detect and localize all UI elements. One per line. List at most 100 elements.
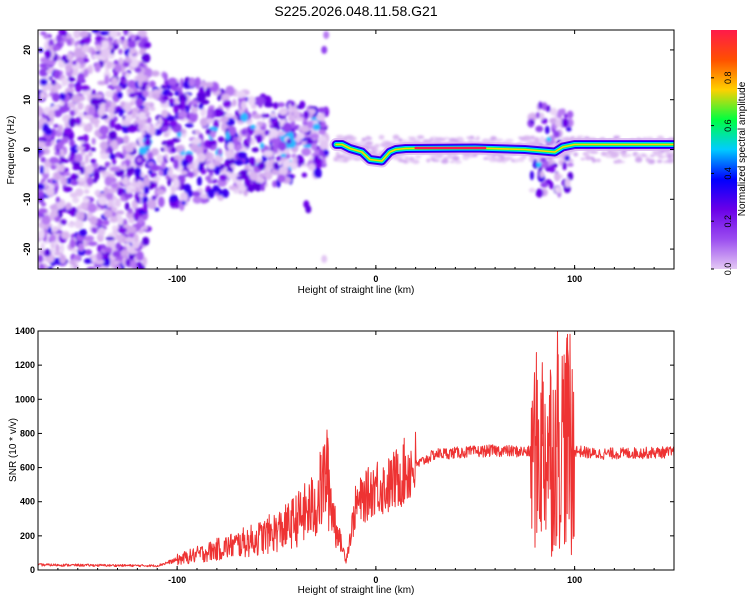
spectrogram-cell <box>490 136 497 141</box>
spectrogram-cell <box>431 159 440 162</box>
spectrogram-cell <box>260 142 265 150</box>
spectrogram-cell <box>640 153 646 157</box>
spectrogram-cell <box>143 134 152 139</box>
spectrogram-cell <box>50 79 57 86</box>
spectrogram-cell <box>149 80 156 88</box>
spectrogram-cell <box>225 150 234 160</box>
spectrogram-cell <box>129 47 137 55</box>
spectrogram-cell <box>260 125 267 131</box>
spectrogram-cell <box>249 157 256 168</box>
spectrogram-cell <box>44 248 51 257</box>
spectrogram-cell <box>142 225 148 231</box>
spectrogram-cell <box>297 158 305 166</box>
spectrogram-cell <box>610 152 620 158</box>
y-tick-label: -10 <box>22 193 32 206</box>
spectrogram-cell <box>42 167 50 174</box>
spectrogram-cell <box>69 175 77 180</box>
spectrogram-cell <box>255 134 263 144</box>
spectrogram-cell <box>51 92 60 103</box>
spectrogram-cell <box>112 195 117 201</box>
spectrogram-cell <box>168 97 175 104</box>
snr-x-label: Height of straight line (km) <box>298 585 415 596</box>
spectrogram-cell <box>535 188 544 198</box>
spectrogram-cell <box>416 135 425 140</box>
spectrogram-cell <box>40 201 47 207</box>
spectrogram-cell <box>124 202 130 211</box>
spectrogram-cell <box>97 244 102 253</box>
spectrogram-cell <box>192 191 201 197</box>
spectrogram-cell <box>361 137 367 142</box>
spectrogram-cell <box>299 100 306 109</box>
spectrogram-cell <box>118 111 123 117</box>
spectrogram-cell <box>41 215 51 225</box>
spectrogram-cell <box>187 171 195 178</box>
spectrogram-cell <box>667 153 672 159</box>
spectrogram-cell <box>290 100 296 107</box>
spectrogram-cell <box>449 160 455 163</box>
spectrogram-cell <box>77 72 85 83</box>
spectrogram-cell <box>78 228 88 237</box>
spectrogram-cell <box>97 227 106 237</box>
spectrogram-cell <box>181 200 187 206</box>
spectrogram-cell <box>131 109 137 119</box>
spectrogram-cell <box>123 78 128 84</box>
spectrogram-cell <box>258 172 266 179</box>
spectrogram-cell <box>483 157 489 160</box>
spectrogram-cell <box>97 80 107 86</box>
spectrogram-cell <box>206 188 215 199</box>
spectrogram-cell <box>320 120 326 129</box>
spectrogram-cell <box>227 142 235 151</box>
spectrogram-cell <box>38 265 46 269</box>
spectrogram-cell <box>47 76 53 81</box>
spectrogram-cell <box>228 185 237 191</box>
spectrogram-cell <box>549 164 555 171</box>
spectrogram-cell <box>127 207 133 214</box>
spectrogram-cell <box>161 126 170 132</box>
spectrogram-cell <box>125 184 132 194</box>
colorbar: 0.0 0.2 0.4 0.6 0.8 Normalized spectral ampl… <box>711 30 748 275</box>
spectrogram-cell <box>177 103 183 108</box>
spectrogram-cell <box>75 211 81 220</box>
spectrogram-cell <box>448 137 457 143</box>
spectrogram-cell <box>189 111 198 123</box>
spectrogram-cell <box>99 30 110 36</box>
y-tick-label: 200 <box>20 531 35 541</box>
spectrogram-cell <box>69 109 76 117</box>
spectrogram-cell <box>163 72 168 82</box>
spectrogram-cell <box>656 159 663 163</box>
spectrogram-cell <box>154 207 160 212</box>
spectrogram-cell <box>233 188 240 194</box>
spectrogram-cell <box>194 129 201 135</box>
y-tick-label: 800 <box>20 428 35 438</box>
spectrogram-cell <box>144 138 152 147</box>
spectrogram-cell <box>84 188 90 195</box>
spectrogram-cell <box>122 61 130 68</box>
spectrogram-cell <box>72 60 77 66</box>
spectrogram-cell <box>83 124 92 133</box>
spectrogram-cell <box>57 124 64 133</box>
spectrogram-cell <box>60 219 67 225</box>
spectrogram-cell <box>38 124 42 130</box>
spectrogram-cell <box>57 140 65 147</box>
spectrogram-cell <box>600 151 607 157</box>
spectrogram-cell <box>66 38 72 46</box>
spectrogram-cell <box>549 107 558 116</box>
spectrogram-cell <box>301 147 312 157</box>
chart-title: S225.2026.048.11.58.G21 <box>274 3 437 19</box>
spectrogram-cell <box>52 226 59 233</box>
spectrogram-cell <box>567 162 574 167</box>
spectrogram-cell <box>136 180 143 186</box>
spectrogram-cell <box>316 113 325 122</box>
spectrogram-cell <box>257 161 266 170</box>
spectrogram-cell <box>53 69 61 80</box>
spectrogram-cell <box>580 157 586 161</box>
spectrogram-cell <box>297 132 305 140</box>
spectrogram-cell <box>49 156 59 164</box>
spectrogram-cell <box>172 178 180 189</box>
y-tick-label: 0 <box>30 565 35 575</box>
spectrogram-cell <box>91 137 96 145</box>
spectrogram-cell <box>39 63 48 69</box>
spectrogram-cell <box>142 236 150 246</box>
spectrogram-cell <box>345 157 353 161</box>
spectrogram-cell <box>200 81 208 87</box>
